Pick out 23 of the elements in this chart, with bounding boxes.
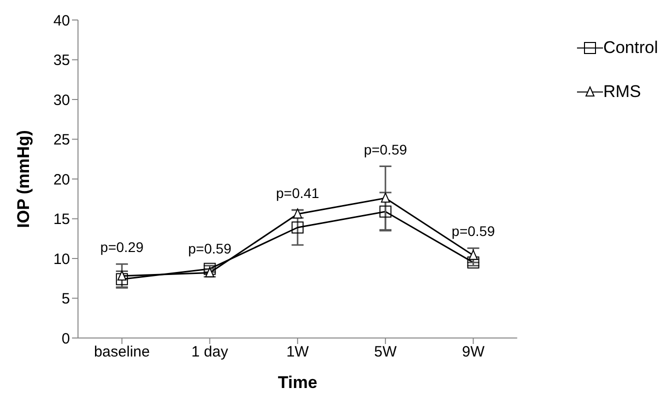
annotation: p=0.29: [100, 239, 144, 256]
annotation: p=0.41: [276, 185, 320, 202]
x-tick-label: 1W: [286, 344, 310, 361]
x-tick-label: 9W: [462, 344, 486, 361]
legend-label: Control: [603, 38, 658, 58]
annotation: p=0.59: [364, 141, 408, 158]
y-tick-label: 15: [53, 211, 70, 228]
y-tick-label: 0: [62, 330, 70, 348]
y-axis-title: IOP (mmHg): [14, 130, 34, 228]
y-tick-label: 30: [53, 92, 70, 109]
x-tick-label: 5W: [374, 344, 398, 361]
y-tick-label: 5: [62, 290, 70, 308]
x-tick-label: baseline: [94, 344, 150, 361]
legend-label: RMS: [603, 82, 641, 102]
y-tick-label: 35: [53, 52, 70, 70]
x-tick-label: 1 day: [191, 344, 229, 361]
annotation: p=0.59: [188, 240, 232, 257]
annotation: p=0.59: [452, 223, 496, 240]
y-tick-label: 25: [53, 132, 70, 149]
y-tick-label: 20: [53, 171, 70, 188]
y-tick-label: 40: [53, 12, 70, 30]
x-axis-title: Time: [278, 373, 318, 392]
y-tick-label: 10: [53, 250, 70, 268]
